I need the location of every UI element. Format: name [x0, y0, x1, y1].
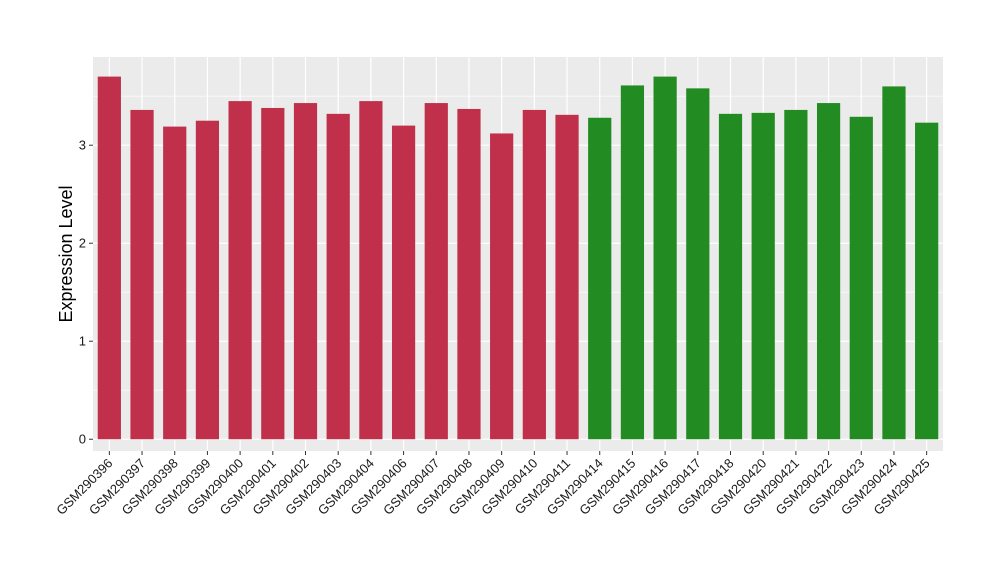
bar — [718, 113, 743, 440]
bar — [391, 125, 416, 440]
y-axis-title: Expression Level — [56, 185, 76, 322]
bar — [816, 103, 841, 440]
bar — [359, 101, 383, 440]
bar — [849, 116, 873, 440]
bar — [620, 85, 645, 440]
plot-panel — [93, 57, 943, 451]
bar — [686, 88, 710, 440]
bar — [228, 101, 252, 440]
bar — [522, 109, 546, 440]
bar — [915, 122, 939, 440]
bar — [751, 112, 775, 440]
bar — [784, 109, 808, 440]
bar — [97, 76, 121, 440]
y-tick-label: 2 — [79, 236, 86, 251]
bar — [882, 86, 906, 440]
y-axis: 0 1 2 3 — [79, 138, 93, 447]
bar — [653, 76, 677, 440]
bar — [555, 114, 579, 440]
bar — [326, 113, 350, 440]
bar — [588, 117, 612, 440]
y-tick-label: 3 — [79, 138, 86, 153]
bar — [163, 126, 187, 440]
y-tick-label: 1 — [79, 334, 86, 349]
bar — [424, 103, 448, 440]
bar — [261, 107, 285, 440]
bar — [130, 109, 154, 440]
x-axis: GSM290396GSM290397GSM290398GSM290399GSM2… — [53, 451, 933, 518]
bar — [293, 103, 318, 440]
y-tick-label: 0 — [79, 432, 86, 447]
bars — [97, 76, 939, 440]
bar — [490, 133, 514, 440]
bar — [195, 120, 220, 440]
bar — [457, 108, 481, 440]
